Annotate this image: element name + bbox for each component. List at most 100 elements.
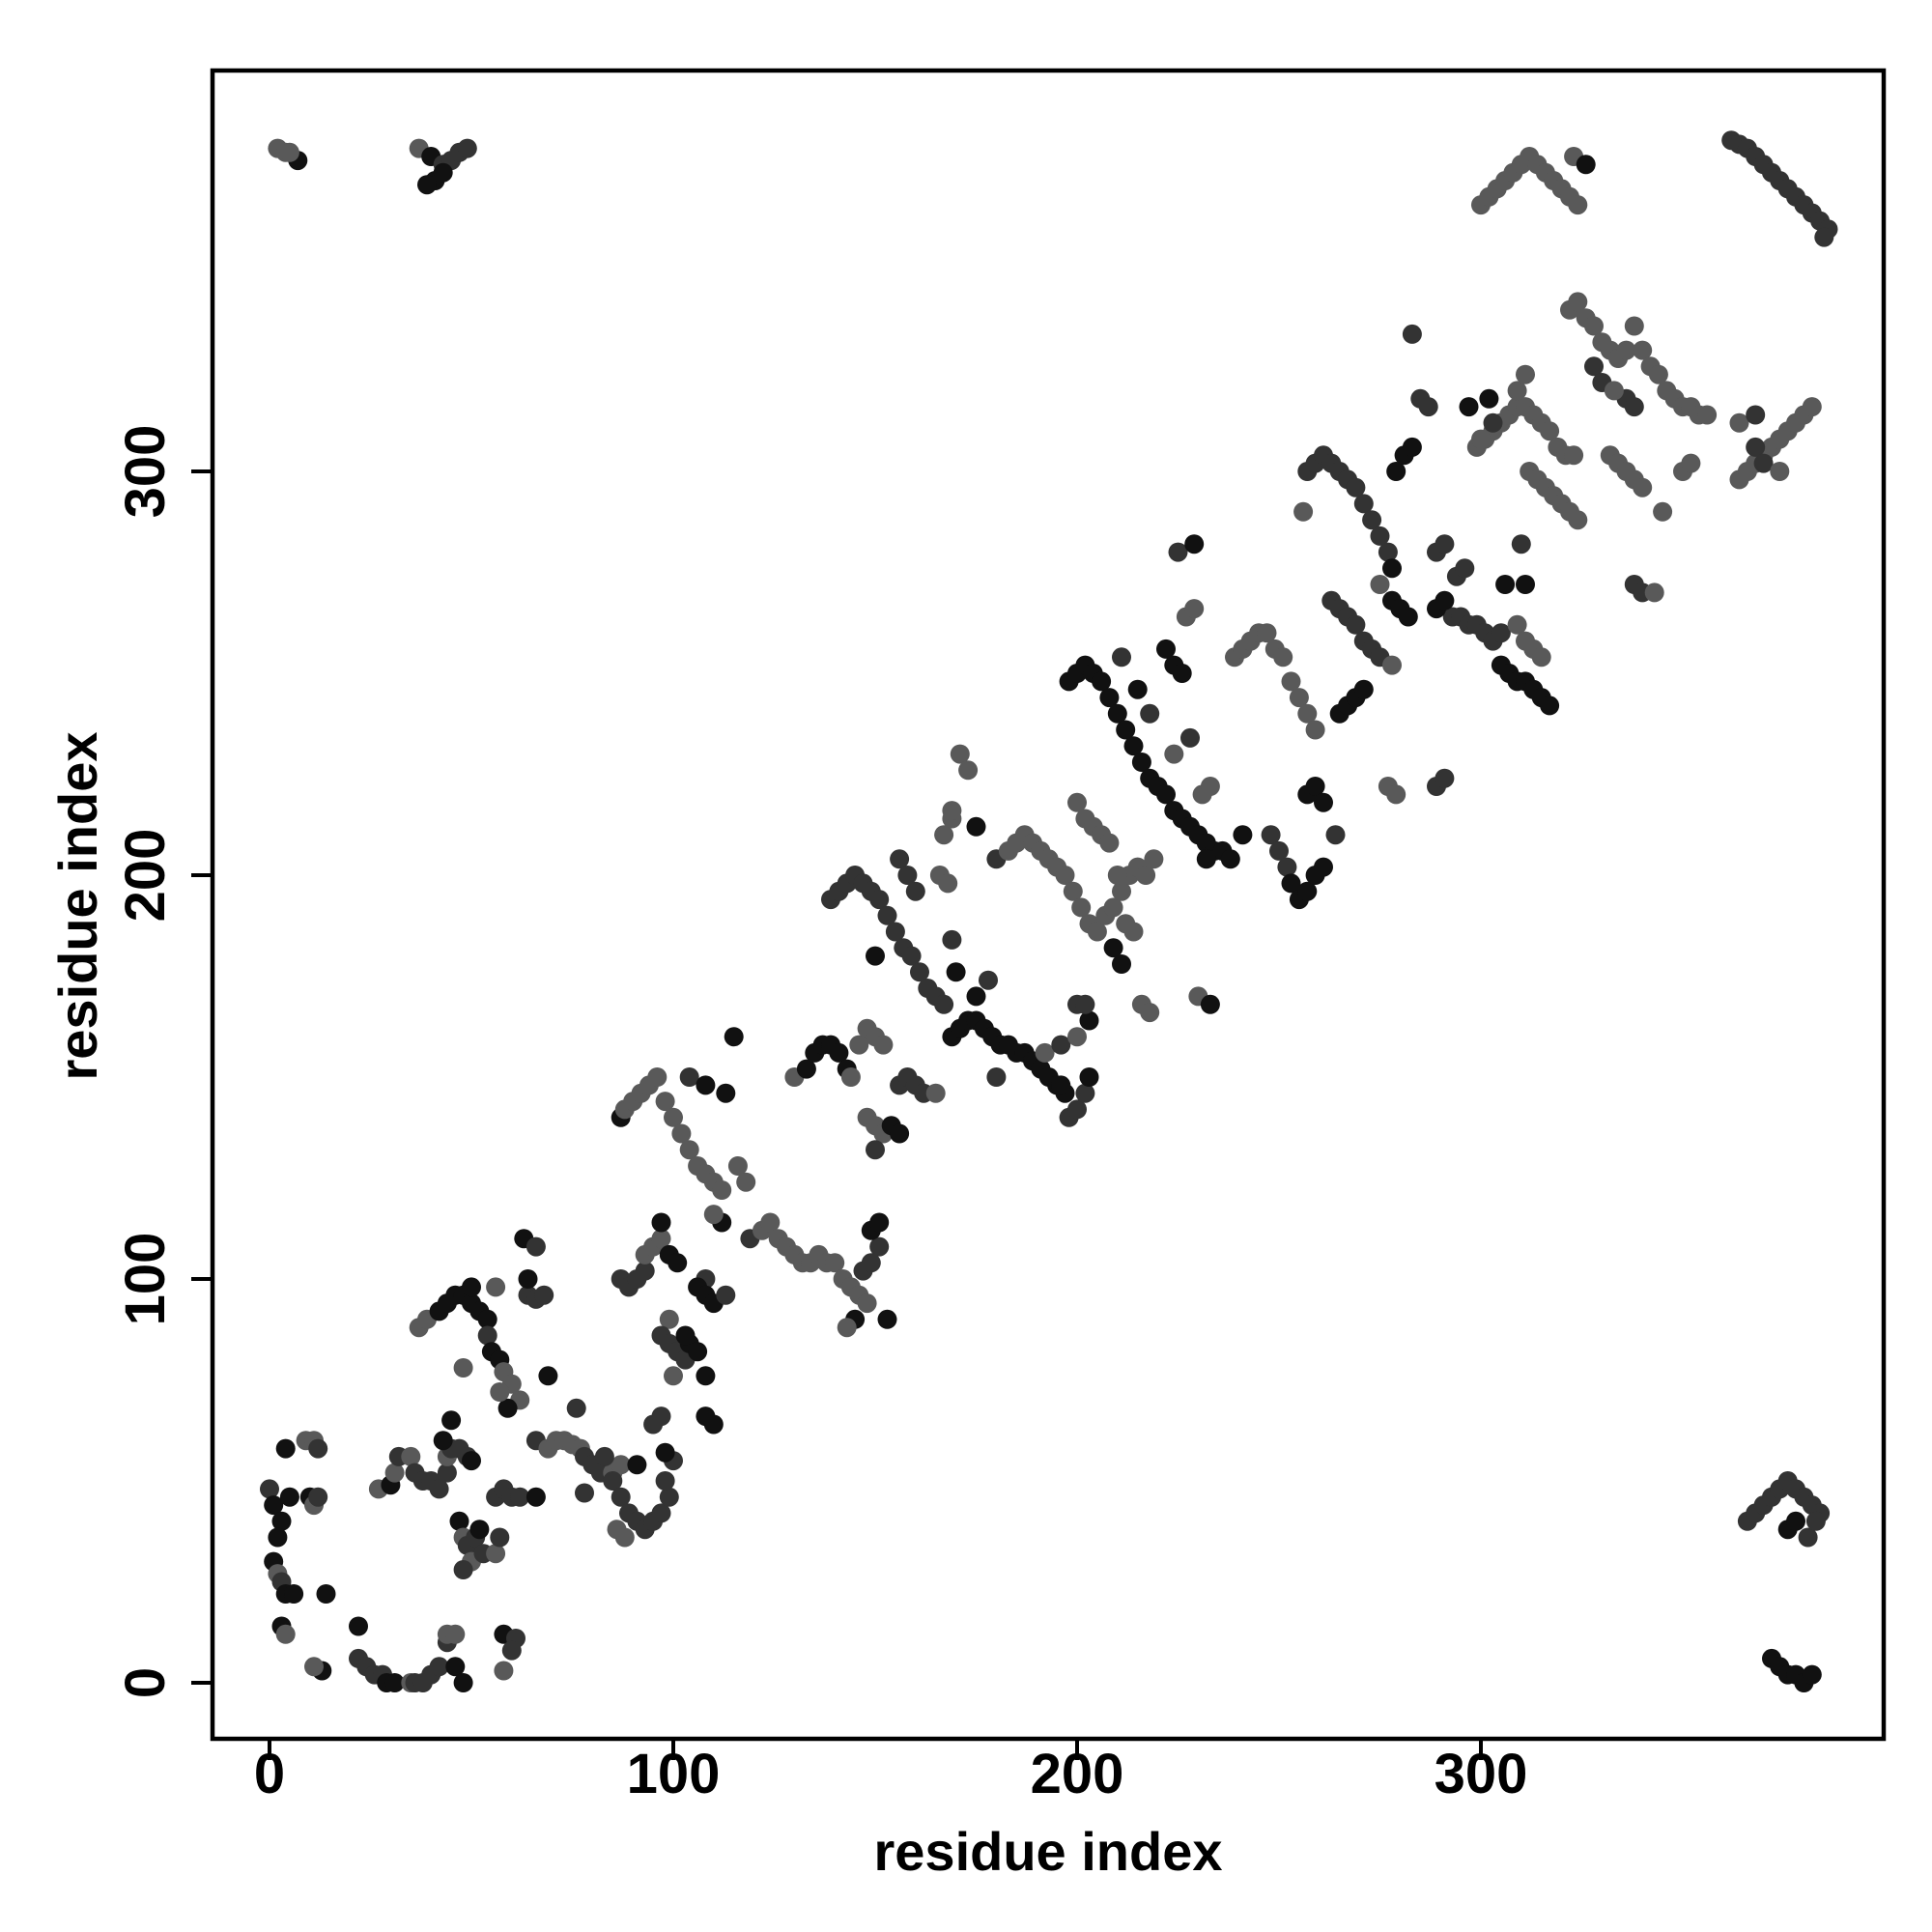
scatter-point — [1798, 1527, 1818, 1548]
scatter-point — [1568, 195, 1588, 215]
scatter-point — [1035, 1042, 1055, 1063]
scatter-point — [594, 1446, 614, 1466]
scatter-point — [1075, 1083, 1095, 1103]
scatter-point — [1459, 397, 1479, 417]
scatter-point — [614, 1527, 635, 1548]
scatter-point — [1455, 558, 1475, 579]
scatter-point — [1697, 405, 1718, 425]
scatter-point — [1172, 664, 1192, 683]
scatter-point — [486, 1544, 506, 1564]
scatter-point — [1156, 784, 1176, 805]
scatter-point — [1511, 534, 1531, 554]
scatter-point — [1055, 866, 1075, 885]
scatter-point — [724, 1027, 744, 1047]
scatter-point — [664, 1107, 683, 1127]
scatter-point — [1051, 1035, 1071, 1055]
scatter-point — [1257, 623, 1277, 643]
scatter-point — [825, 1253, 845, 1273]
scatter-point — [1653, 501, 1673, 522]
scatter-point — [1435, 768, 1455, 788]
scatter-point — [655, 1471, 675, 1491]
scatter-point — [497, 1398, 518, 1418]
scatter-point — [1067, 1027, 1087, 1047]
scatter-point — [1067, 1099, 1087, 1120]
scatter-point — [1107, 866, 1127, 885]
scatter-point — [890, 849, 910, 869]
scatter-point — [469, 1520, 490, 1540]
scatter-point — [1079, 1010, 1099, 1031]
scatter-point — [651, 1406, 671, 1427]
scatter-point — [1269, 840, 1289, 861]
scatter-point — [679, 1067, 699, 1087]
scatter-point — [271, 1511, 292, 1531]
scatter-point — [316, 1584, 336, 1604]
scatter-point — [668, 1253, 688, 1273]
scatter-point — [659, 1487, 679, 1507]
scatter-point — [384, 1673, 405, 1692]
scatter-point — [1346, 477, 1366, 497]
scatter-point — [837, 1318, 857, 1338]
scatter-point — [1136, 866, 1156, 885]
scatter-point — [1495, 575, 1516, 594]
scatter-point — [1112, 647, 1131, 668]
scatter-point — [1144, 849, 1164, 869]
scatter-point — [1289, 688, 1309, 708]
scatter-point — [538, 1366, 558, 1386]
scatter-point — [1564, 445, 1584, 466]
scatter-point — [877, 905, 897, 925]
scatter-point — [1616, 340, 1636, 360]
scatter-point — [1103, 897, 1123, 918]
scatter-point — [1123, 922, 1144, 942]
y-axis-title: residue index — [47, 731, 108, 1080]
scatter-point — [712, 1180, 732, 1200]
scatter-point — [1281, 671, 1301, 692]
scatter-point — [796, 1059, 816, 1079]
scatter-point — [1103, 938, 1123, 958]
scatter-point — [453, 1560, 473, 1579]
scatter-point — [1568, 292, 1588, 312]
scatter-point — [575, 1483, 594, 1503]
scatter-point — [627, 1455, 647, 1475]
y-axis: 0 100 200 300 — [114, 425, 213, 1698]
scatter-point — [885, 922, 905, 942]
scatter-point — [457, 138, 477, 158]
scatter-point — [1435, 534, 1455, 554]
scatter-point — [1370, 575, 1390, 594]
scatter-point — [453, 1673, 473, 1692]
scatter-point — [1353, 679, 1374, 699]
scatter-point — [1067, 792, 1087, 812]
x-tick-label: 200 — [1031, 1743, 1124, 1805]
scatter-point — [1507, 381, 1527, 401]
scatter-point — [1402, 437, 1422, 457]
scatter-point — [384, 1463, 405, 1483]
scatter-point — [1516, 364, 1535, 384]
scatter-point — [877, 1309, 897, 1329]
scatter-point — [429, 1657, 449, 1677]
scatter-point — [1648, 364, 1668, 384]
scatter-point — [1063, 881, 1083, 901]
scatter-point — [1353, 494, 1374, 514]
scatter-point — [264, 1495, 284, 1516]
scatter-point — [679, 1140, 699, 1160]
scatter-point — [1196, 849, 1216, 869]
scatter-point — [651, 1212, 671, 1233]
y-tick-label: 300 — [114, 425, 177, 519]
scatter-point — [275, 1624, 296, 1644]
scatter-point — [664, 1366, 683, 1386]
scatter-point — [1786, 1511, 1805, 1531]
scatter-point — [655, 1442, 675, 1463]
scatter-point — [433, 162, 453, 183]
scatter-point — [462, 1451, 481, 1471]
scatter-point — [1180, 727, 1200, 748]
scatter-point — [1604, 381, 1624, 401]
scatter-point — [1079, 1067, 1099, 1087]
x-tick-label: 0 — [254, 1743, 285, 1805]
scatter-point — [1273, 647, 1293, 668]
points-layer — [260, 130, 1838, 1692]
scatter-point — [349, 1616, 368, 1636]
scatter-point — [1805, 1511, 1826, 1531]
scatter-point — [1156, 639, 1176, 659]
scatter-point — [934, 825, 954, 845]
scatter-point — [869, 1212, 890, 1233]
